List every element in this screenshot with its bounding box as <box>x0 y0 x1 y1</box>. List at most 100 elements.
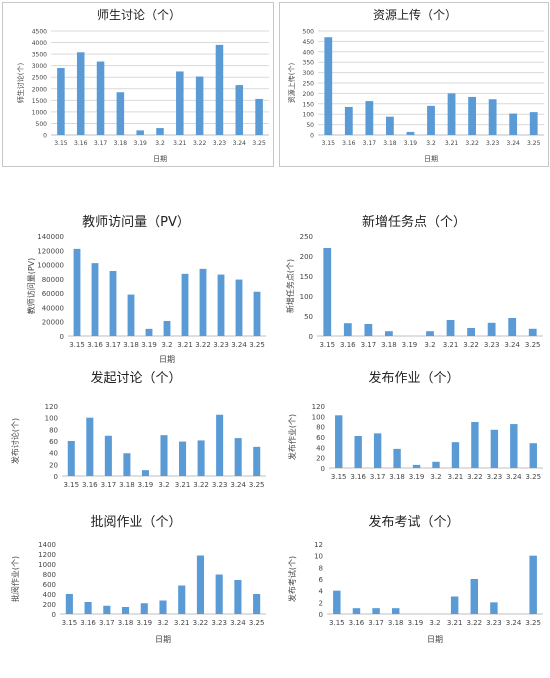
bar <box>343 323 352 336</box>
x-axis-label: 日期 <box>159 355 175 364</box>
y-tick-label: 0 <box>319 611 323 619</box>
y-tick-label: 80 <box>49 426 58 434</box>
y-tick-label: 150 <box>300 273 313 281</box>
y-tick-label: 600 <box>43 581 56 589</box>
bar <box>352 608 361 614</box>
x-tick-label: 3.2 <box>426 140 436 147</box>
bar <box>67 441 75 476</box>
x-tick-label: 3.25 <box>525 619 541 627</box>
bar <box>176 71 184 135</box>
y-tick-label: 400 <box>43 591 56 599</box>
y-tick-label: 20 <box>49 461 58 469</box>
y-tick-label: 250 <box>300 233 313 241</box>
y-tick-label: 1000 <box>38 561 56 569</box>
bar <box>179 441 187 476</box>
bar <box>156 128 164 135</box>
x-tick-label: 3.24 <box>231 341 247 349</box>
y-tick-label: 200 <box>300 253 313 261</box>
chart-svg: 教师访问量（PV） 0 20000 40000 60000 80000 100000 1200… <box>26 214 266 364</box>
bar <box>73 248 81 336</box>
x-tick-label: 3.16 <box>74 140 88 147</box>
x-tick-label: 3.18 <box>114 140 128 147</box>
y-tick-label: 2500 <box>32 75 47 82</box>
x-axis-label: 日期 <box>424 155 438 163</box>
x-tick-label: 3.16 <box>87 341 103 349</box>
bar <box>510 424 518 468</box>
y-tick-label: 100 <box>312 413 325 421</box>
y-tick-label: 3500 <box>32 52 47 59</box>
bar <box>216 414 224 476</box>
x-tick-label: 3.23 <box>211 619 227 627</box>
chart-panel-visits: 教师访问量（PV） 0 20000 40000 60000 80000 100000 1200… <box>0 210 272 370</box>
x-tick-label: 3.24 <box>506 473 522 481</box>
x-tick-label: 3.18 <box>389 473 405 481</box>
bar <box>84 602 92 614</box>
bar <box>470 579 479 614</box>
bar <box>324 37 333 135</box>
x-tick-label: 3.2 <box>161 341 172 349</box>
x-tick-label: 3.15 <box>62 619 78 627</box>
y-tick-label: 80000 <box>42 276 64 284</box>
bar <box>393 448 401 468</box>
y-tick-label: 50 <box>306 122 314 129</box>
x-tick-label: 3.16 <box>80 619 96 627</box>
y-tick-label: 100 <box>45 415 58 423</box>
y-tick-label: 0 <box>52 611 56 619</box>
x-axis-label: 日期 <box>427 635 443 644</box>
bar <box>373 433 382 468</box>
x-tick-label: 3.23 <box>487 473 503 481</box>
bar <box>365 101 374 135</box>
bar <box>136 130 144 135</box>
bar <box>127 294 135 336</box>
bar <box>406 131 415 135</box>
bar <box>86 417 94 476</box>
bar <box>121 607 130 614</box>
bar <box>235 279 243 336</box>
x-tick-label: 3.17 <box>94 140 108 147</box>
chart-svg: 师生讨论（个） 0 500 1000 1500 2000 2500 3000 3500 4000 4… <box>16 8 269 163</box>
bar <box>178 585 186 614</box>
bar <box>215 44 224 135</box>
bar <box>335 415 343 468</box>
bar <box>450 596 459 614</box>
y-tick-label: 60000 <box>42 290 64 298</box>
bar <box>364 324 373 336</box>
bar <box>123 453 131 476</box>
y-tick-label: 150 <box>303 101 315 108</box>
y-tick-label: 100 <box>300 293 313 301</box>
bar <box>427 105 435 135</box>
x-tick-label: 3.16 <box>342 140 356 147</box>
y-tick-label: 100 <box>303 112 315 119</box>
x-tick-label: 3.18 <box>119 481 135 489</box>
x-tick-label: 3.19 <box>136 619 152 627</box>
y-tick-label: 8 <box>319 564 323 572</box>
x-tick-label: 3.25 <box>252 140 266 147</box>
bar <box>354 435 362 468</box>
x-tick-label: 3.2 <box>157 619 168 627</box>
x-axis-label: 日期 <box>155 635 171 644</box>
chart-title: 批阅作业（个） <box>90 515 181 530</box>
bar <box>344 106 353 135</box>
x-tick-label: 3.15 <box>322 140 336 147</box>
bar <box>385 331 393 336</box>
x-tick-label: 3.25 <box>249 619 265 627</box>
x-tick-label: 3.23 <box>486 140 500 147</box>
x-tick-label: 3.16 <box>349 619 365 627</box>
bar <box>91 263 99 336</box>
bar <box>234 438 242 476</box>
y-axis-label: 新增任务点(个) <box>285 259 295 313</box>
y-tick-label: 4500 <box>32 29 47 36</box>
y-tick-label: 12 <box>314 541 323 549</box>
y-tick-label: 0 <box>43 133 47 140</box>
chart-title: 师生讨论（个） <box>97 8 181 22</box>
bar <box>333 590 341 614</box>
chart-svg: 资源上传（个） 0 50 100 150 200 250 300 350 400 450 500 3.1… <box>287 7 544 163</box>
chart-panel-resources: 资源上传（个） 0 50 100 150 200 250 300 350 400 450 500 3.1… <box>279 2 549 167</box>
x-tick-label: 3.23 <box>213 140 227 147</box>
bar <box>199 268 207 336</box>
y-axis-label: 师生讨论(个) <box>16 63 25 104</box>
bar <box>217 274 225 336</box>
y-tick-label: 300 <box>303 70 315 77</box>
x-tick-label: 3.24 <box>504 341 520 349</box>
